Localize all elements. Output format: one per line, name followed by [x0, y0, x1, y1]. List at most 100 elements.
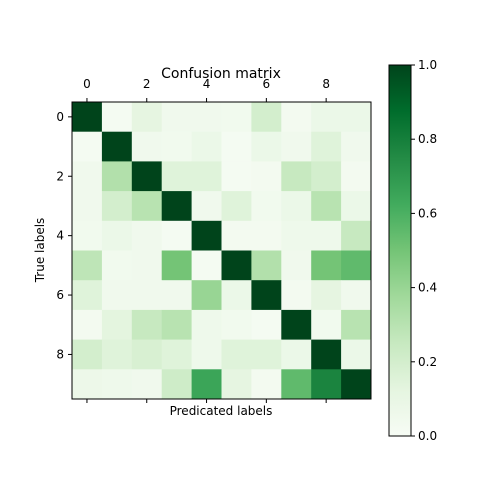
colorbar-tick-label: 0.0	[418, 429, 437, 443]
x-axis-label: Predicated labels	[170, 404, 273, 418]
cell-8-5	[221, 339, 252, 370]
cell-1-5	[221, 131, 252, 162]
cell-9-4	[191, 369, 222, 400]
cell-9-9	[341, 369, 372, 400]
x-tick-label: 8	[322, 77, 330, 91]
cell-6-2	[131, 280, 163, 311]
cell-8-4	[191, 339, 222, 370]
cell-1-2	[131, 131, 163, 162]
cell-8-9	[341, 339, 372, 370]
x-axis-ticks: 0 2 4 6 8	[83, 77, 330, 403]
cell-9-0	[72, 369, 103, 400]
cell-7-8	[311, 309, 342, 340]
cell-3-7	[281, 191, 312, 222]
cell-6-3	[161, 280, 192, 311]
y-axis-ticks: 0 2 4 6 8	[56, 110, 72, 361]
cell-2-5	[221, 161, 252, 192]
cell-8-8	[311, 339, 342, 370]
cell-0-6	[251, 102, 282, 133]
cell-0-7	[281, 102, 312, 133]
cell-9-7	[281, 369, 312, 400]
cell-6-9	[341, 280, 372, 311]
cell-3-4	[191, 191, 222, 222]
cell-0-1	[101, 102, 133, 133]
cell-6-6	[251, 280, 282, 311]
x-tick-label: 4	[203, 77, 211, 91]
cell-4-6	[251, 220, 282, 251]
cell-1-9	[341, 131, 372, 162]
cell-9-1	[101, 369, 133, 400]
cell-0-0	[72, 102, 103, 133]
cell-5-3	[161, 250, 192, 281]
cell-8-2	[131, 339, 163, 370]
cell-7-6	[251, 309, 282, 340]
cell-1-4	[191, 131, 222, 162]
cell-2-8	[311, 161, 342, 192]
y-axis-label: True labels	[33, 218, 47, 284]
chart-title: Confusion matrix	[161, 66, 281, 82]
cell-3-2	[131, 191, 163, 222]
cell-8-0	[72, 339, 103, 370]
cell-7-3	[161, 309, 192, 340]
cell-9-3	[161, 369, 192, 400]
cell-7-7	[281, 309, 312, 340]
cell-4-1	[101, 220, 133, 251]
colorbar-tick-label: 0.8	[418, 132, 437, 146]
colorbar-tick-label: 0.2	[418, 355, 437, 369]
heatmap-cells	[72, 102, 372, 400]
cell-8-6	[251, 339, 282, 370]
cell-7-4	[191, 309, 222, 340]
colorbar-ticks: 0.0 0.2 0.4 0.6 0.8 1.0	[411, 58, 437, 443]
cell-2-2	[131, 161, 163, 192]
cell-4-4	[191, 220, 222, 251]
cell-6-7	[281, 280, 312, 311]
cell-8-3	[161, 339, 192, 370]
cell-4-9	[341, 220, 372, 251]
colorbar	[388, 64, 412, 437]
cell-3-3	[161, 191, 192, 222]
heatmap-frame	[71, 101, 372, 400]
cell-7-0	[72, 309, 103, 340]
cell-0-3	[161, 102, 192, 133]
cell-9-8	[311, 369, 342, 400]
cell-4-5	[221, 220, 252, 251]
cell-2-7	[281, 161, 312, 192]
y-tick-label: 8	[56, 347, 64, 361]
cell-3-1	[101, 191, 133, 222]
cell-1-6	[251, 131, 282, 162]
cell-0-4	[191, 102, 222, 133]
y-tick-label: 4	[56, 229, 64, 243]
cell-9-6	[251, 369, 282, 400]
cell-7-2	[131, 309, 163, 340]
cell-2-6	[251, 161, 282, 192]
cell-3-0	[72, 191, 103, 222]
cell-9-2	[131, 369, 163, 400]
cell-3-6	[251, 191, 282, 222]
cell-1-1	[101, 131, 133, 162]
y-tick-label: 2	[56, 169, 64, 183]
cell-7-5	[221, 309, 252, 340]
colorbar-tick-label: 0.6	[418, 206, 437, 220]
cell-4-3	[161, 220, 192, 251]
cell-6-1	[101, 280, 133, 311]
cell-8-1	[101, 339, 133, 370]
cell-3-9	[341, 191, 372, 222]
cell-5-4	[191, 250, 222, 281]
cell-1-3	[161, 131, 192, 162]
cell-5-1	[101, 250, 133, 281]
cell-6-0	[72, 280, 103, 311]
cell-0-5	[221, 102, 252, 133]
cell-1-8	[311, 131, 342, 162]
cell-2-0	[72, 161, 103, 192]
cell-4-2	[131, 220, 163, 251]
cell-5-9	[341, 250, 372, 281]
cell-6-4	[191, 280, 222, 311]
cell-5-8	[311, 250, 342, 281]
cell-4-8	[311, 220, 342, 251]
cell-2-4	[191, 161, 222, 192]
y-tick-label: 6	[56, 288, 64, 302]
cell-5-2	[131, 250, 163, 281]
cell-2-1	[101, 161, 133, 192]
cell-3-8	[311, 191, 342, 222]
